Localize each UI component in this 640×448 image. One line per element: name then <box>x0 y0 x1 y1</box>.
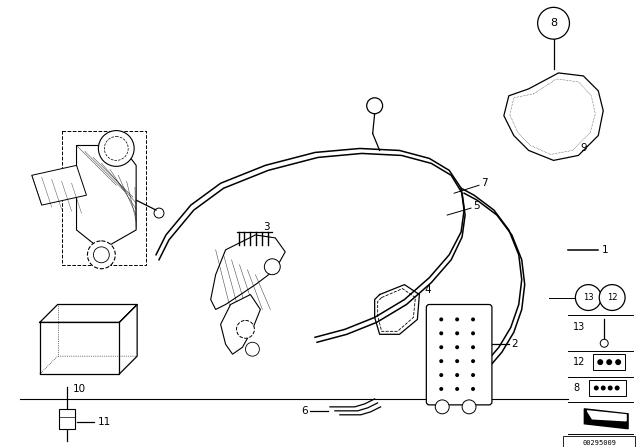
Text: 13: 13 <box>583 293 594 302</box>
Text: 11: 11 <box>97 417 111 427</box>
Circle shape <box>538 7 570 39</box>
Circle shape <box>455 345 459 349</box>
Circle shape <box>246 342 259 356</box>
Circle shape <box>455 332 459 335</box>
Polygon shape <box>584 409 628 429</box>
Text: 1: 1 <box>602 245 609 255</box>
Circle shape <box>88 241 115 269</box>
Text: 00295009: 00295009 <box>582 439 616 446</box>
Circle shape <box>600 339 608 347</box>
Circle shape <box>439 345 444 349</box>
Circle shape <box>471 387 475 391</box>
Circle shape <box>439 318 444 321</box>
Text: 3: 3 <box>263 222 270 232</box>
Bar <box>563 435 635 448</box>
Circle shape <box>471 318 475 321</box>
Circle shape <box>575 284 601 310</box>
Circle shape <box>471 332 475 335</box>
Circle shape <box>455 318 459 321</box>
Text: 6: 6 <box>301 406 308 416</box>
Text: 10: 10 <box>73 384 86 394</box>
Circle shape <box>597 359 604 365</box>
Text: 13: 13 <box>573 323 586 332</box>
Circle shape <box>439 359 444 363</box>
Circle shape <box>439 373 444 377</box>
Text: 12: 12 <box>573 357 586 367</box>
Circle shape <box>439 332 444 335</box>
Circle shape <box>606 359 612 365</box>
Circle shape <box>471 373 475 377</box>
FancyBboxPatch shape <box>593 354 625 370</box>
Circle shape <box>471 359 475 363</box>
Text: 12: 12 <box>607 293 618 302</box>
Circle shape <box>99 130 134 166</box>
Circle shape <box>455 359 459 363</box>
Circle shape <box>608 385 612 391</box>
Text: 2: 2 <box>511 339 517 349</box>
Polygon shape <box>504 73 604 160</box>
Circle shape <box>614 385 620 391</box>
Circle shape <box>264 259 280 275</box>
Circle shape <box>455 387 459 391</box>
Text: 5: 5 <box>473 201 479 211</box>
Circle shape <box>435 400 449 414</box>
Text: 9: 9 <box>580 143 587 154</box>
Polygon shape <box>211 235 285 310</box>
Circle shape <box>471 345 475 349</box>
Text: 8: 8 <box>550 18 557 28</box>
Circle shape <box>599 284 625 310</box>
Circle shape <box>439 387 444 391</box>
Polygon shape <box>221 294 260 354</box>
Text: 8: 8 <box>573 383 580 393</box>
Text: 7: 7 <box>481 178 488 188</box>
Polygon shape <box>588 411 626 421</box>
Circle shape <box>615 359 621 365</box>
Circle shape <box>601 385 605 391</box>
Bar <box>59 409 74 429</box>
FancyBboxPatch shape <box>426 305 492 405</box>
FancyBboxPatch shape <box>589 380 626 396</box>
Circle shape <box>594 385 599 391</box>
Polygon shape <box>32 165 86 205</box>
Text: 4: 4 <box>424 284 431 295</box>
Polygon shape <box>77 146 136 250</box>
Circle shape <box>455 373 459 377</box>
Circle shape <box>462 400 476 414</box>
Circle shape <box>237 320 255 338</box>
